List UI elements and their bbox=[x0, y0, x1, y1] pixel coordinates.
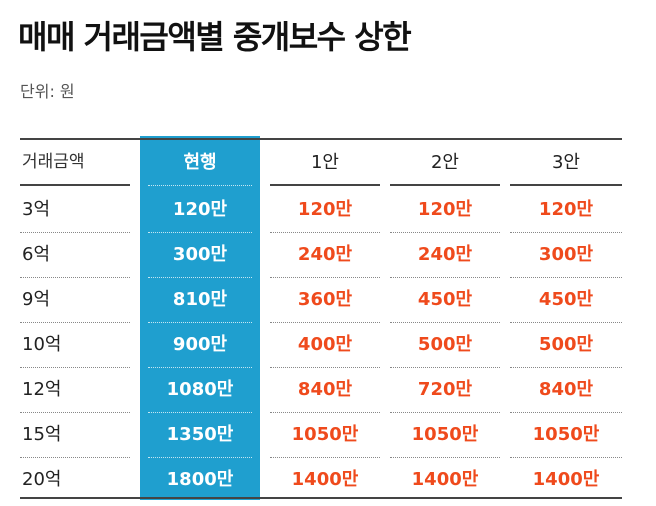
cell-current: 1350만 bbox=[166, 424, 234, 445]
cell-plan-3: 300만 bbox=[538, 244, 594, 265]
cell-plan-1: 1050만 bbox=[291, 424, 359, 445]
table-row: 15억 1350만 1050만 1050만 1050만 bbox=[20, 412, 622, 458]
table-row: 10억 900만 400만 500만 500만 bbox=[20, 322, 622, 368]
current-column-highlight bbox=[140, 136, 260, 500]
cell-plan-2: 720만 bbox=[417, 379, 473, 400]
cell-current: 900만 bbox=[172, 334, 228, 355]
fee-table: 거래금액 현행 1안 2안 3안 3억 120만 120만 120만 120만 6억 300… bbox=[20, 136, 622, 503]
cell-plan-2: 500만 bbox=[417, 334, 473, 355]
header-amount: 거래금액 bbox=[22, 152, 85, 172]
header-plan-2: 2안 bbox=[430, 152, 459, 173]
cell-plan-3: 1050만 bbox=[532, 424, 600, 445]
cell-current: 810만 bbox=[172, 289, 228, 310]
cell-amount: 12억 bbox=[22, 379, 62, 400]
cell-plan-3: 450만 bbox=[538, 289, 594, 310]
cell-plan-1: 840만 bbox=[297, 379, 353, 400]
table-row: 9억 810만 360만 450만 450만 bbox=[20, 277, 622, 323]
cell-plan-2: 120만 bbox=[417, 199, 473, 220]
header-plan-1: 1안 bbox=[310, 152, 339, 173]
table-header-row: 거래금액 현행 1안 2안 3안 bbox=[20, 140, 622, 186]
cell-amount: 9억 bbox=[22, 289, 51, 310]
cell-amount: 10억 bbox=[22, 334, 62, 355]
unit-note: 단위: 원 bbox=[20, 82, 75, 101]
cell-plan-1: 360만 bbox=[297, 289, 353, 310]
header-current: 현행 bbox=[183, 152, 217, 173]
cell-plan-3: 120만 bbox=[538, 199, 594, 220]
cell-plan-2: 1400만 bbox=[411, 469, 479, 490]
table-bottom-rule bbox=[20, 497, 622, 499]
table-row: 12억 1080만 840만 720만 840만 bbox=[20, 367, 622, 413]
cell-current: 120만 bbox=[172, 199, 228, 220]
cell-amount: 6억 bbox=[22, 244, 51, 265]
cell-plan-3: 500만 bbox=[538, 334, 594, 355]
table-row: 6억 300만 240만 240만 300만 bbox=[20, 232, 622, 278]
cell-amount: 20억 bbox=[22, 469, 62, 490]
cell-plan-1: 400만 bbox=[297, 334, 353, 355]
cell-plan-3: 1400만 bbox=[532, 469, 600, 490]
table-row: 20억 1800만 1400만 1400만 1400만 bbox=[20, 457, 622, 503]
table-row: 3억 120만 120만 120만 120만 bbox=[20, 187, 622, 233]
cell-current: 1800만 bbox=[166, 469, 234, 490]
cell-plan-3: 840만 bbox=[538, 379, 594, 400]
header-plan-3: 3안 bbox=[551, 152, 580, 173]
cell-plan-1: 240만 bbox=[297, 244, 353, 265]
cell-plan-2: 240만 bbox=[417, 244, 473, 265]
cell-plan-2: 450만 bbox=[417, 289, 473, 310]
chart-title: 매매 거래금액별 중개보수 상한 bbox=[18, 18, 412, 56]
cell-amount: 3억 bbox=[22, 199, 51, 220]
cell-current: 1080만 bbox=[166, 379, 234, 400]
cell-current: 300만 bbox=[172, 244, 228, 265]
table-top-rule bbox=[20, 138, 622, 140]
cell-amount: 15억 bbox=[22, 424, 62, 445]
cell-plan-2: 1050만 bbox=[411, 424, 479, 445]
cell-plan-1: 1400만 bbox=[291, 469, 359, 490]
cell-plan-1: 120만 bbox=[297, 199, 353, 220]
